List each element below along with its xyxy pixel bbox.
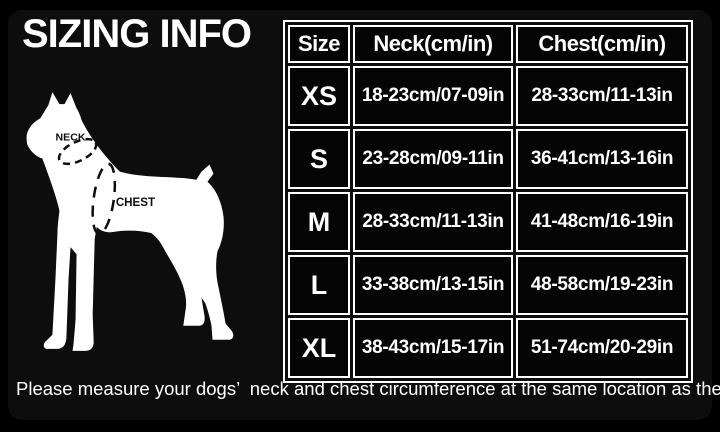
table-header-row: Size Neck(cm/in) Chest(cm/in) — [288, 25, 688, 63]
size-cell: XS — [288, 66, 350, 126]
neck-cell: 28-33cm/11-13in — [353, 192, 513, 252]
neck-label: NECK — [56, 131, 86, 143]
table-row: XL 38-43cm/15-17in 51-74cm/20-29in — [288, 318, 688, 378]
size-cell: XL — [288, 318, 350, 378]
neck-measure-ellipse — [57, 137, 98, 166]
size-cell: M — [288, 192, 350, 252]
chest-cell: 41-48cm/16-19in — [516, 192, 688, 252]
measure-instructions: Please measure your dogs’ neck and chest… — [16, 378, 720, 399]
dog-silhouette — [26, 92, 234, 351]
table-row: M 28-33cm/11-13in 41-48cm/16-19in — [288, 192, 688, 252]
dog-diagram-svg: NECK CHEST — [26, 92, 234, 351]
chest-cell: 48-58cm/19-23in — [516, 255, 688, 315]
size-cell: L — [288, 255, 350, 315]
chest-cell: 51-74cm/20-29in — [516, 318, 688, 378]
header-neck: Neck(cm/in) — [353, 25, 513, 63]
header-chest: Chest(cm/in) — [516, 25, 688, 63]
dog-measurement-diagram: NECK CHEST — [14, 78, 266, 370]
chest-cell: 36-41cm/13-16in — [516, 129, 688, 189]
chest-label: CHEST — [116, 197, 155, 209]
sizing-table: Size Neck(cm/in) Chest(cm/in) XS 18-23cm… — [283, 20, 693, 383]
table-row: L 33-38cm/13-15in 48-58cm/19-23in — [288, 255, 688, 315]
neck-cell: 18-23cm/07-09in — [353, 66, 513, 126]
size-cell: S — [288, 129, 350, 189]
table-row: S 23-28cm/09-11in 36-41cm/13-16in — [288, 129, 688, 189]
chest-cell: 28-33cm/11-13in — [516, 66, 688, 126]
table-row: XS 18-23cm/07-09in 28-33cm/11-13in — [288, 66, 688, 126]
header-size: Size — [288, 25, 350, 63]
neck-cell: 33-38cm/13-15in — [353, 255, 513, 315]
neck-cell: 38-43cm/15-17in — [353, 318, 513, 378]
neck-cell: 23-28cm/09-11in — [353, 129, 513, 189]
chest-measure-ellipse — [91, 162, 117, 236]
page-title: SIZING INFO — [22, 12, 252, 56]
